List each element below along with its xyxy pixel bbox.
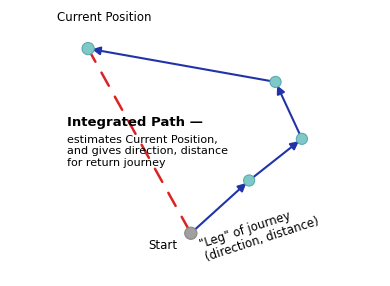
- Text: Current Position: Current Position: [57, 11, 151, 24]
- Text: estimates Current Position,
and gives direction, distance
for return journey: estimates Current Position, and gives di…: [67, 135, 228, 168]
- Text: "Leg" of journey: "Leg" of journey: [198, 209, 292, 251]
- Circle shape: [82, 43, 94, 55]
- Text: (direction, distance): (direction, distance): [203, 215, 321, 264]
- Circle shape: [296, 133, 307, 144]
- Text: Start: Start: [148, 239, 177, 252]
- Circle shape: [270, 76, 281, 88]
- Text: Integrated Path —: Integrated Path —: [67, 116, 203, 129]
- Circle shape: [244, 175, 255, 186]
- Circle shape: [185, 227, 197, 239]
